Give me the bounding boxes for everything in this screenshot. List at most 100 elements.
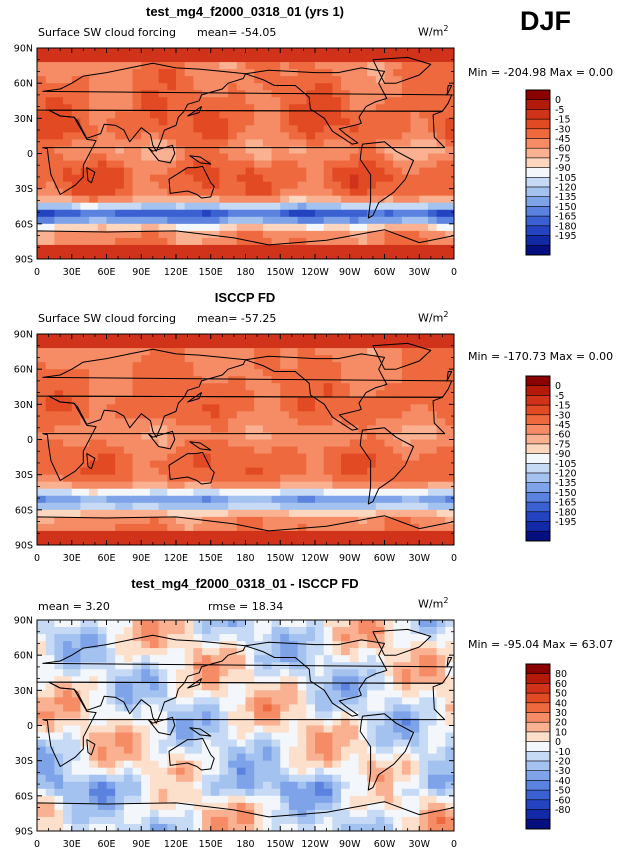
field-cell bbox=[210, 537, 220, 546]
field-cell bbox=[445, 62, 455, 70]
field-cell bbox=[245, 760, 255, 769]
field-cell bbox=[375, 683, 385, 691]
field-cell bbox=[45, 704, 55, 712]
field-cell bbox=[245, 795, 255, 804]
field-cell bbox=[167, 704, 177, 712]
field-cell bbox=[54, 488, 64, 497]
field-cell bbox=[80, 648, 90, 656]
field-cell bbox=[123, 411, 133, 419]
field-cell bbox=[115, 181, 125, 190]
field-cell bbox=[228, 781, 238, 790]
panel-1-mean: mean= -54.05 bbox=[197, 26, 277, 39]
field-cell bbox=[45, 788, 55, 797]
field-cell bbox=[306, 530, 316, 539]
field-cell bbox=[245, 195, 255, 204]
field-cell bbox=[193, 530, 203, 539]
field-cell bbox=[123, 230, 133, 239]
field-cell bbox=[184, 341, 194, 349]
field-cell bbox=[245, 202, 255, 211]
field-cell bbox=[71, 348, 81, 356]
field-cell bbox=[419, 55, 429, 63]
field-cell bbox=[401, 453, 411, 461]
field-cell bbox=[80, 453, 90, 461]
field-cell bbox=[341, 481, 351, 490]
field-cell bbox=[184, 627, 194, 635]
field-cell bbox=[410, 620, 420, 628]
field-cell bbox=[115, 739, 125, 747]
field-cell bbox=[37, 181, 47, 190]
field-cell bbox=[393, 237, 403, 246]
field-cell bbox=[193, 634, 203, 642]
field-cell bbox=[262, 509, 272, 518]
field-cell bbox=[436, 774, 446, 783]
field-cell bbox=[436, 641, 446, 649]
field-cell bbox=[288, 83, 299, 91]
field-cell bbox=[349, 669, 359, 677]
coastline bbox=[359, 427, 414, 505]
field-cell bbox=[358, 244, 368, 253]
field-cell bbox=[306, 432, 316, 440]
field-cell bbox=[401, 369, 411, 377]
field-cell bbox=[193, 334, 203, 342]
field-cell bbox=[427, 104, 438, 112]
field-cell bbox=[141, 481, 151, 490]
field-cell bbox=[358, 739, 368, 747]
field-cell bbox=[323, 488, 333, 497]
coastline bbox=[86, 167, 96, 184]
x-tick-label: 90E bbox=[132, 839, 150, 850]
field-cell bbox=[419, 97, 429, 105]
field-cell bbox=[297, 188, 307, 197]
colorbar-label: -75 bbox=[555, 153, 571, 164]
field-cell bbox=[384, 104, 394, 112]
field-cell bbox=[401, 195, 411, 204]
field-cell bbox=[123, 153, 133, 161]
colorbar-label: -105 bbox=[555, 459, 577, 470]
field-cell bbox=[410, 167, 420, 175]
field-cell bbox=[288, 788, 299, 797]
field-cell bbox=[262, 781, 272, 790]
field-cell bbox=[97, 90, 107, 98]
field-cell bbox=[54, 746, 64, 755]
field-cell bbox=[245, 341, 255, 349]
field-cell bbox=[219, 132, 229, 140]
field-cell bbox=[106, 711, 116, 719]
field-cell bbox=[193, 111, 203, 119]
field-cell bbox=[288, 502, 299, 511]
field-cell bbox=[280, 160, 290, 168]
field-cell bbox=[71, 446, 81, 454]
field-cell bbox=[54, 104, 64, 112]
field-cell bbox=[123, 620, 133, 628]
field-cell bbox=[427, 404, 438, 412]
field-cell bbox=[71, 732, 81, 740]
field-cell bbox=[306, 62, 316, 70]
field-cell bbox=[37, 732, 47, 740]
field-cell bbox=[401, 704, 411, 712]
field-cell bbox=[254, 732, 264, 740]
field-cell bbox=[436, 711, 446, 719]
field-cell bbox=[71, 495, 81, 504]
field-cell bbox=[123, 711, 133, 719]
field-cell bbox=[202, 648, 212, 656]
field-cell bbox=[341, 509, 351, 518]
field-cell bbox=[262, 237, 272, 246]
field-cell bbox=[245, 446, 255, 454]
field-cell bbox=[219, 188, 229, 197]
field-cell bbox=[315, 690, 325, 698]
y-tick-label: 30S bbox=[15, 470, 33, 481]
field-cell bbox=[97, 160, 107, 168]
field-cell bbox=[167, 111, 177, 119]
field-cell bbox=[89, 390, 99, 398]
x-tick-label: 120E bbox=[164, 553, 188, 564]
field-cell bbox=[228, 739, 238, 747]
field-cell bbox=[141, 376, 151, 384]
field-cell bbox=[106, 690, 116, 698]
field-cell bbox=[297, 425, 307, 433]
field-cell bbox=[358, 439, 368, 447]
field-cell bbox=[149, 620, 160, 628]
field-cell bbox=[280, 641, 290, 649]
field-cell bbox=[106, 223, 116, 232]
field-cell bbox=[436, 334, 446, 342]
field-cell bbox=[427, 397, 438, 405]
field-cell bbox=[262, 823, 272, 832]
